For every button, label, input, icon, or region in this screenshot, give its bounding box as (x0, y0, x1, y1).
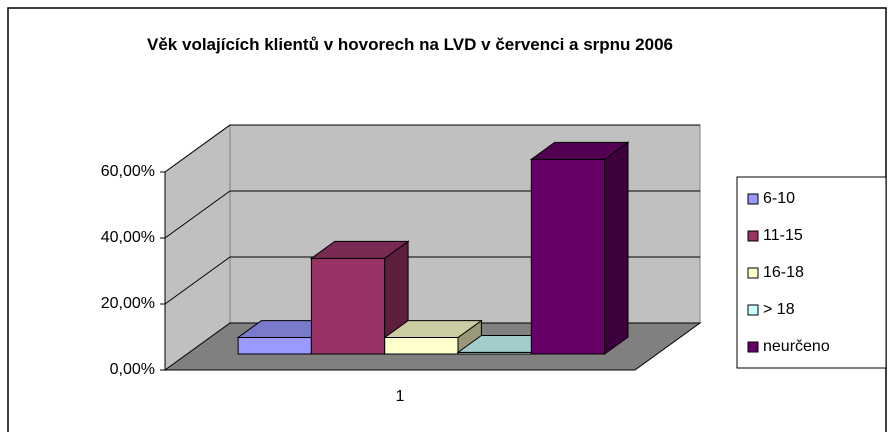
bar-side (604, 141, 629, 355)
legend-swatch (747, 230, 759, 242)
chart-title: Věk volajících klientů v hovorech na LVD… (147, 35, 673, 54)
legend-label: neurčeno (763, 338, 830, 355)
bar-top (383, 320, 483, 339)
back-wall (229, 124, 701, 324)
grid-line (164, 190, 231, 239)
legend-label: 16-18 (763, 264, 804, 281)
bar-front (237, 337, 312, 355)
y-tick-label: 20,00% (101, 295, 155, 312)
y-tick-label: 40,00% (101, 229, 155, 246)
bar-front (530, 158, 606, 355)
legend-label: > 18 (763, 301, 795, 318)
legend-swatch (747, 193, 759, 205)
bar-front (310, 257, 386, 355)
legend-label: 6-10 (763, 190, 795, 207)
legend-label: 11-15 (763, 227, 803, 244)
legend (736, 176, 887, 369)
y-tick-label: 0,00% (110, 361, 155, 378)
legend-swatch (747, 341, 759, 353)
legend-swatch (747, 304, 759, 316)
y-tick-label: 60,00% (101, 163, 155, 180)
grid-line (164, 256, 231, 305)
bar-top (309, 240, 410, 259)
grid-line (164, 124, 231, 173)
bar-front (384, 337, 459, 355)
x-tick-label: 1 (396, 388, 405, 405)
bar-top (529, 141, 630, 160)
legend-swatch (747, 267, 759, 279)
